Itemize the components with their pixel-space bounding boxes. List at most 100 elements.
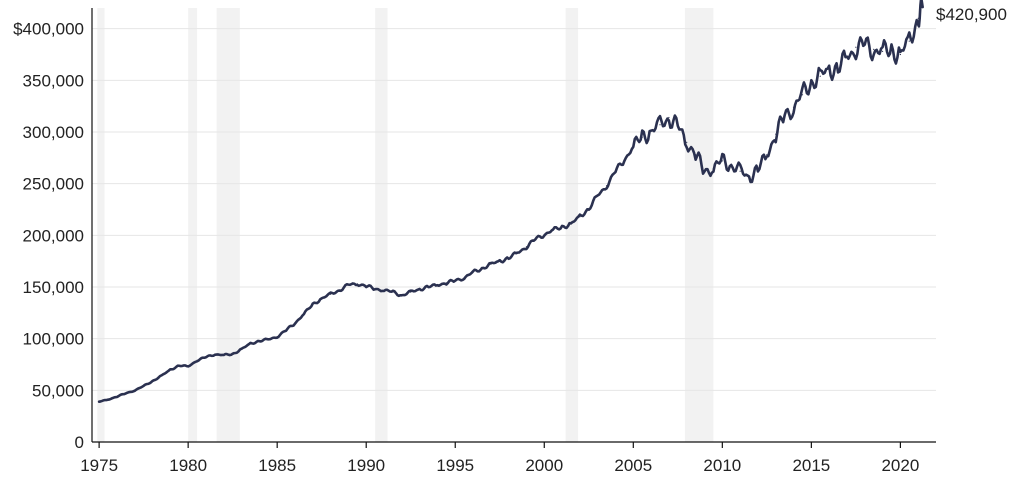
series-point [855,46,857,48]
series-point [365,285,367,287]
series-point [597,195,599,197]
series-point [614,170,617,172]
series-point [695,154,697,156]
series-point [240,348,243,350]
series-point [784,115,786,118]
x-tick-label: 2000 [525,456,563,475]
y-tick-label: 300,000 [23,123,84,142]
series-point [276,336,278,338]
recession-band-4 [565,8,579,442]
series-point [445,282,447,284]
series-point [427,286,430,288]
series-point [641,136,643,138]
series-point [419,288,421,290]
series-point [134,389,136,391]
series-point [922,6,924,8]
series-point [534,238,536,241]
series-point [543,233,545,235]
series-point [837,67,839,69]
series-point [908,40,910,42]
series-point [312,303,314,306]
median-price-series-line [97,0,924,403]
series-point [668,116,670,119]
series-point [232,353,234,355]
y-tick-label: 250,000 [23,175,84,194]
series-point [881,50,884,53]
x-tick-label: 2020 [881,456,919,475]
labels: 0 50,000 100,000 150,000 200,000 250,000 300,0… [13,5,1007,475]
series-point [374,288,376,290]
series-point [899,53,901,56]
series-point [516,252,519,254]
series-point [890,49,893,51]
x-tick-label: 1995 [436,456,474,475]
series-point [677,126,679,128]
series-point [356,283,358,285]
series-point [570,223,572,225]
series-point [169,369,171,371]
x-tick-label: 1990 [347,456,385,475]
series-layer [97,0,924,403]
series-point [107,399,109,401]
series-point [748,175,750,178]
series-point [703,170,706,172]
series-point [481,267,483,269]
series-point [98,401,100,403]
recession-band-2 [216,8,240,442]
series-point [686,141,688,143]
series-point [187,365,189,368]
series-point [303,313,305,315]
series-point [650,130,652,132]
series-point [739,170,741,172]
y-tick-label: 0 [75,433,84,452]
recession-band-3 [375,8,388,442]
series-point [329,293,332,295]
series-point [454,280,456,282]
series-point [801,94,804,96]
series-point [285,329,287,331]
series-point [321,297,323,299]
series-point [205,356,207,358]
series-point [757,169,759,171]
series-point [552,229,554,231]
series-point [490,263,492,265]
series-point [846,57,848,59]
series-point [347,284,350,286]
series-point [410,291,412,293]
recession-band-0 [97,8,105,442]
x-tick-label: 2010 [703,456,741,475]
series-point [436,284,439,286]
series-point [525,246,528,248]
series-point [196,359,198,361]
series-point [143,385,145,387]
series-point [721,160,723,162]
x-tick-label: 1980 [169,456,207,475]
series-point [828,69,830,71]
series-point [338,289,341,291]
series-point [223,354,225,356]
y-tick-label: 150,000 [23,278,84,297]
series-point [810,81,812,83]
series-point [267,339,269,341]
series-point [632,145,634,148]
series-point [775,133,777,135]
axes [91,8,936,448]
series-point [659,124,661,126]
series-point [214,353,216,355]
series-point [508,257,510,259]
x-tick-label: 1985 [258,456,296,475]
y-tick-label: $400,000 [13,20,84,39]
y-tick-label: 50,000 [32,381,84,400]
recession-bands [97,8,714,442]
series-point [160,375,163,377]
series-point [125,392,127,395]
x-tick-label: 1975 [80,456,118,475]
series-point [463,277,465,279]
y-tick-label: 200,000 [23,226,84,245]
series-point [873,48,875,50]
series-point [864,44,866,46]
series-point [401,294,403,296]
series-point [249,343,252,345]
